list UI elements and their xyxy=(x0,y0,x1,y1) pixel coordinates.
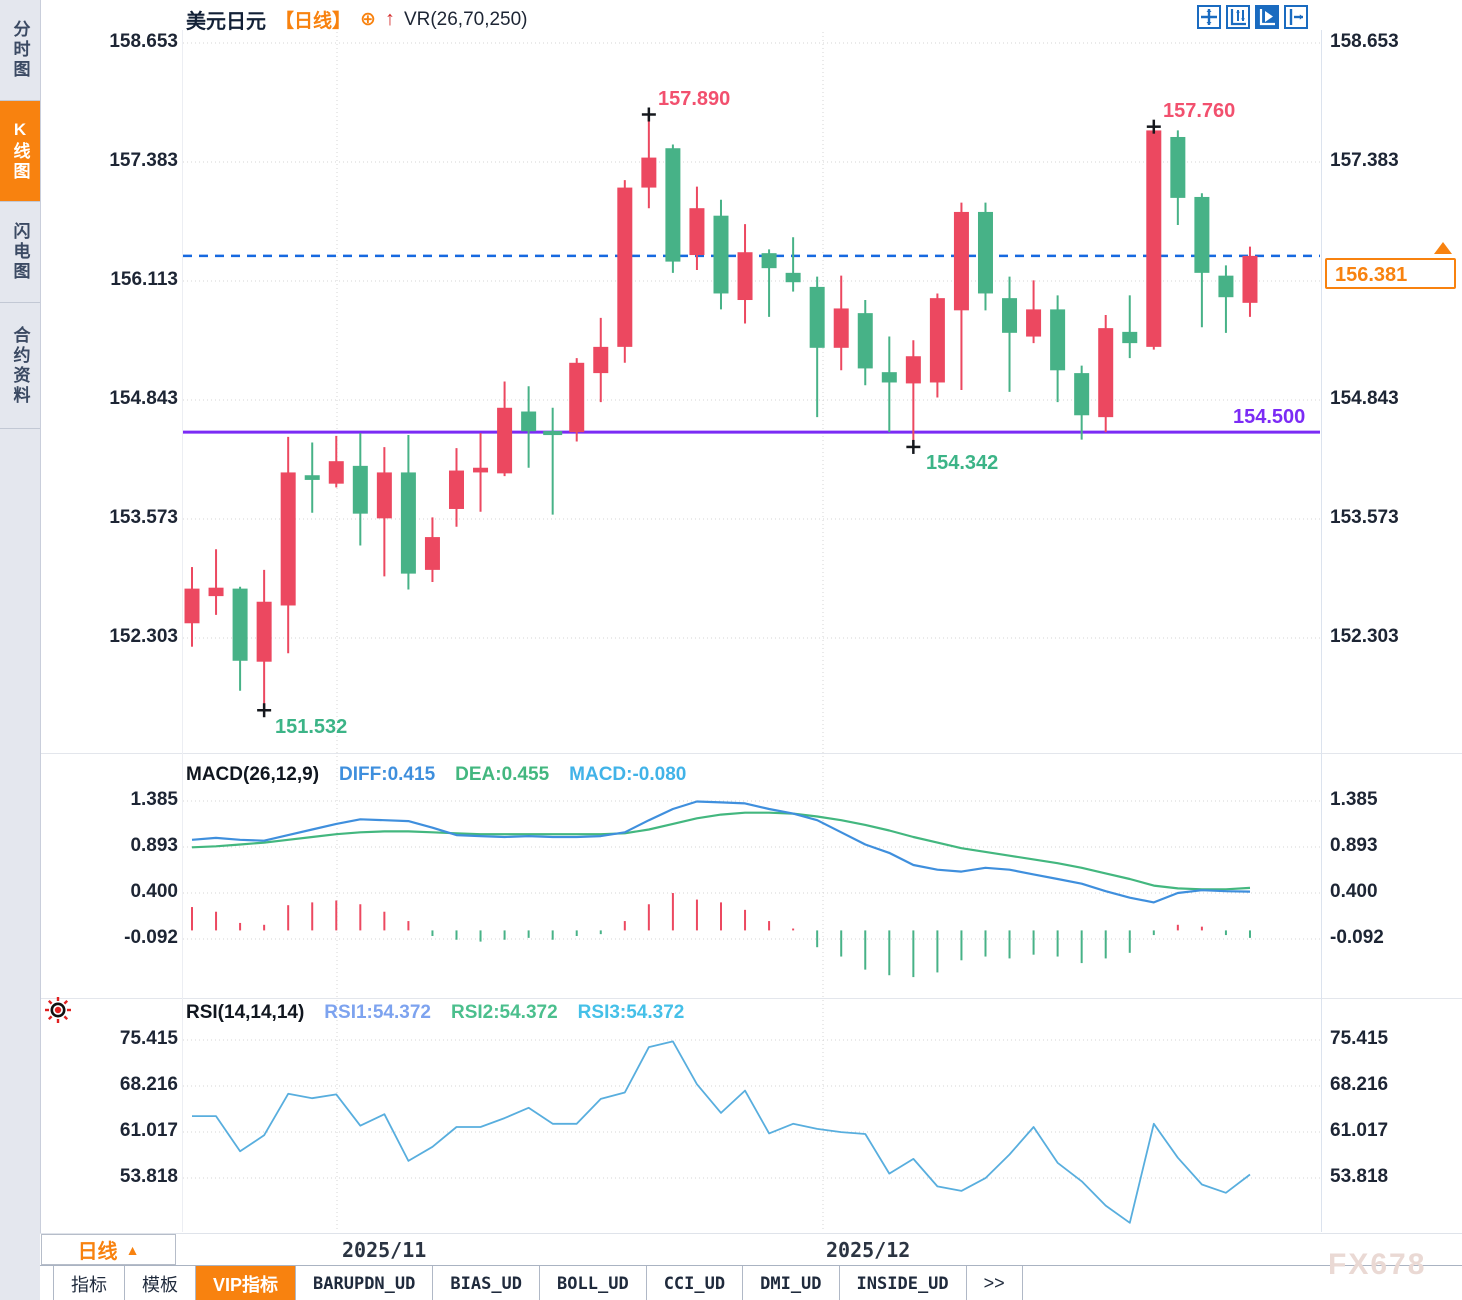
tab-label: 模板 xyxy=(142,1274,178,1295)
macd-axis-label: -0.092 xyxy=(1330,927,1384,948)
macd-axis-label: 0.400 xyxy=(130,881,178,902)
time-axis-strip xyxy=(40,1233,1462,1266)
brand-watermark: FX678 xyxy=(1328,1248,1427,1281)
time-axis-label: 2025/12 xyxy=(826,1238,911,1262)
rsi-axis-label: 68.216 xyxy=(1330,1074,1389,1095)
price-axis-label: 158.653 xyxy=(109,31,178,52)
price-up-triangle-icon xyxy=(1434,242,1452,254)
price-axis-label: 154.843 xyxy=(1330,388,1399,409)
tab-indicators[interactable]: 指标 xyxy=(54,1266,125,1300)
rsi-header: RSI(14,14,14) RSI1:54.372 RSI2:54.372 RS… xyxy=(186,1002,684,1024)
period-tag[interactable]: 【日线】 xyxy=(275,11,352,32)
period-selector-label: 日线 xyxy=(77,1241,118,1263)
symbol-title: 美元日元 xyxy=(186,11,266,33)
tab-label: >> xyxy=(983,1273,1005,1293)
tab-dmi-ud[interactable]: DMI_UD xyxy=(743,1266,840,1300)
rsi-axis-label: 75.415 xyxy=(1330,1028,1389,1049)
y-axis-scale-icon[interactable] xyxy=(1226,5,1250,29)
macd-dea-value: DEA:0.455 xyxy=(455,764,550,785)
tab-label: BARUPDN_UD xyxy=(313,1273,416,1294)
trough-price-annotation: 151.532 xyxy=(275,716,348,738)
tab-label: VIP指标 xyxy=(213,1274,279,1295)
tab-more[interactable]: >> xyxy=(966,1266,1023,1300)
macd-axis-label: -0.092 xyxy=(124,927,178,948)
sidebar-item-label: 闪电图 xyxy=(10,222,30,282)
tab-templates[interactable]: 模板 xyxy=(125,1266,196,1300)
trend-up-arrow-icon: ↑ xyxy=(384,8,395,30)
tab-barupdn-ud[interactable]: BARUPDN_UD xyxy=(296,1266,434,1300)
peak-price-annotation: 157.890 xyxy=(658,88,731,110)
sidebar-item-timeline-chart[interactable]: 分时图 xyxy=(0,0,40,101)
macd-hist-value: MACD:-0.080 xyxy=(569,764,687,785)
sidebar-item-kline-chart[interactable]: K线图 xyxy=(0,101,40,202)
rsi-axis-label: 61.017 xyxy=(119,1120,178,1141)
time-axis-label: 2025/11 xyxy=(342,1238,427,1262)
caret-up-icon: ▲ xyxy=(125,1241,140,1258)
sidebar-item-label: K线图 xyxy=(10,120,30,182)
rsi-axis-label: 53.818 xyxy=(119,1166,178,1187)
tab-inside-ud[interactable]: INSIDE_UD xyxy=(839,1266,967,1300)
rsi-title: RSI(14,14,14) xyxy=(186,1002,305,1023)
price-axis-label: 156.113 xyxy=(110,269,178,290)
period-selector-button[interactable]: 日线 ▲ xyxy=(41,1234,176,1265)
tab-vip-indicators[interactable]: VIP指标 xyxy=(196,1266,297,1300)
macd-axis-label: 0.893 xyxy=(1330,835,1378,856)
overlay-indicator-label: VR(26,70,250) xyxy=(403,8,528,30)
price-axis-label: 152.303 xyxy=(1330,626,1399,647)
indicator-tabbar: 指标 模板 VIP指标 BARUPDN_UD BIAS_UD BOLL_UD C… xyxy=(40,1265,1462,1300)
tab-boll-ud[interactable]: BOLL_UD xyxy=(540,1266,647,1300)
tab-label: INSIDE_UD xyxy=(856,1273,949,1294)
tab-label: DMI_UD xyxy=(760,1273,822,1294)
move-icon[interactable] xyxy=(1197,5,1221,29)
rsi1-value: RSI1:54.372 xyxy=(324,1002,431,1023)
rsi2-value: RSI2:54.372 xyxy=(450,1002,558,1023)
tab-label: BIAS_UD xyxy=(450,1273,523,1294)
add-indicator-icon[interactable]: ⊕ xyxy=(360,9,376,30)
price-axis-label: 152.303 xyxy=(109,626,178,647)
price-axis-label: 153.573 xyxy=(109,507,178,528)
macd-header: MACD(26,12,9) DIFF:0.415 DEA:0.455 MACD:… xyxy=(186,764,686,786)
tab-bias-ud[interactable]: BIAS_UD xyxy=(433,1266,541,1300)
rsi-axis-label: 53.818 xyxy=(1330,1166,1389,1187)
tabbar-spacer xyxy=(40,1266,54,1300)
price-axis-label: 157.383 xyxy=(109,150,178,171)
sun-indicator-icon[interactable] xyxy=(44,996,72,1024)
price-axis-label: 153.573 xyxy=(1330,507,1399,528)
price-axis-label: 158.653 xyxy=(1330,31,1399,52)
rsi3-value: RSI3:54.372 xyxy=(577,1002,685,1023)
auto-scale-icon[interactable] xyxy=(1255,5,1279,29)
tab-label: BOLL_UD xyxy=(557,1273,629,1294)
support-line-label: 154.500 xyxy=(1233,406,1306,428)
sidebar-item-lightning-chart[interactable]: 闪电图 xyxy=(0,202,40,303)
macd-axis-label: 1.385 xyxy=(1330,789,1378,810)
chart-header: 美元日元 【日线】 ⊕ ↑ VR(26,70,250) xyxy=(186,5,528,34)
last-price-badge: 156.381 xyxy=(1325,258,1456,289)
sidebar-item-label: 合约资料 xyxy=(10,325,30,406)
left-sidebar: 分时图 K线图 闪电图 合约资料 xyxy=(0,0,41,1300)
price-axis-label: 154.843 xyxy=(109,388,178,409)
rsi-axis-label: 68.216 xyxy=(119,1074,178,1095)
peak-price-annotation: 157.760 xyxy=(1163,100,1236,122)
trough-price-annotation: 154.342 xyxy=(926,452,999,474)
tab-cci-ud[interactable]: CCI_UD xyxy=(646,1266,744,1300)
tab-label: CCI_UD xyxy=(663,1273,726,1294)
pan-right-icon[interactable] xyxy=(1284,5,1308,29)
macd-axis-label: 0.400 xyxy=(1330,881,1378,902)
chart-toolbar xyxy=(1197,5,1308,29)
rsi-axis-label: 61.017 xyxy=(1330,1120,1389,1141)
macd-axis-label: 1.385 xyxy=(130,789,178,810)
sidebar-item-contract-info[interactable]: 合约资料 xyxy=(0,303,40,429)
macd-axis-label: 0.893 xyxy=(130,835,178,856)
macd-diff-value: DIFF:0.415 xyxy=(339,764,436,785)
macd-title: MACD(26,12,9) xyxy=(186,764,320,785)
sidebar-item-label: 分时图 xyxy=(10,20,30,80)
rsi-axis-label: 75.415 xyxy=(119,1028,178,1049)
tab-label: 指标 xyxy=(71,1274,107,1295)
price-axis-label: 157.383 xyxy=(1330,150,1399,171)
